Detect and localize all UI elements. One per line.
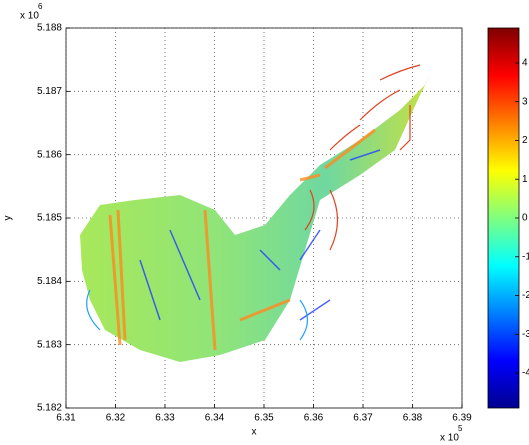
y-exponent: 6 (38, 2, 43, 11)
x-tick-label: 6.39 (452, 413, 472, 424)
x-tick-label: 6.32 (106, 413, 126, 424)
x-axis-label: x (252, 427, 257, 438)
x-tick-label: 6.34 (205, 413, 225, 424)
x-exponent: 5 (458, 424, 463, 433)
y-tick-label: 5.187 (37, 86, 62, 97)
colorbar-tick-label: -4 (522, 368, 529, 379)
y-tick-label: 5.184 (37, 276, 62, 287)
colorbar-tick-label: 3 (522, 96, 528, 107)
y-tick-label: 5.185 (37, 213, 62, 224)
colorbar (487, 27, 520, 409)
x-tick-label: 6.35 (254, 413, 274, 424)
x-tick-label: 6.38 (403, 413, 423, 424)
mesh-region (80, 64, 432, 362)
y-exponent-base: x 10 (20, 11, 39, 22)
y-tick-label: 5.183 (37, 339, 62, 350)
x-tick-label: 6.37 (353, 413, 373, 424)
y-axis-label: y (3, 216, 14, 221)
colorbar-tick-label: 4 (522, 58, 528, 69)
x-exponent-base: x 10 (440, 433, 459, 444)
x-tick-label: 6.36 (304, 413, 324, 424)
colorbar-tick-label: -3 (522, 329, 529, 340)
colorbar-tick-label: 2 (522, 135, 528, 146)
colorbar-tick-label: -2 (522, 290, 529, 301)
colorbar-tick-label: 1 (522, 174, 528, 185)
y-tick-label: 5.186 (37, 149, 62, 160)
y-tick-label: 5.188 (37, 23, 62, 34)
colorbar-tick-label: 0 (522, 213, 528, 224)
colorbar-tick-label: -1 (522, 251, 529, 262)
x-tick-label: 6.31 (56, 413, 76, 424)
y-tick-label: 5.182 (37, 403, 62, 414)
x-tick-label: 6.33 (155, 413, 175, 424)
